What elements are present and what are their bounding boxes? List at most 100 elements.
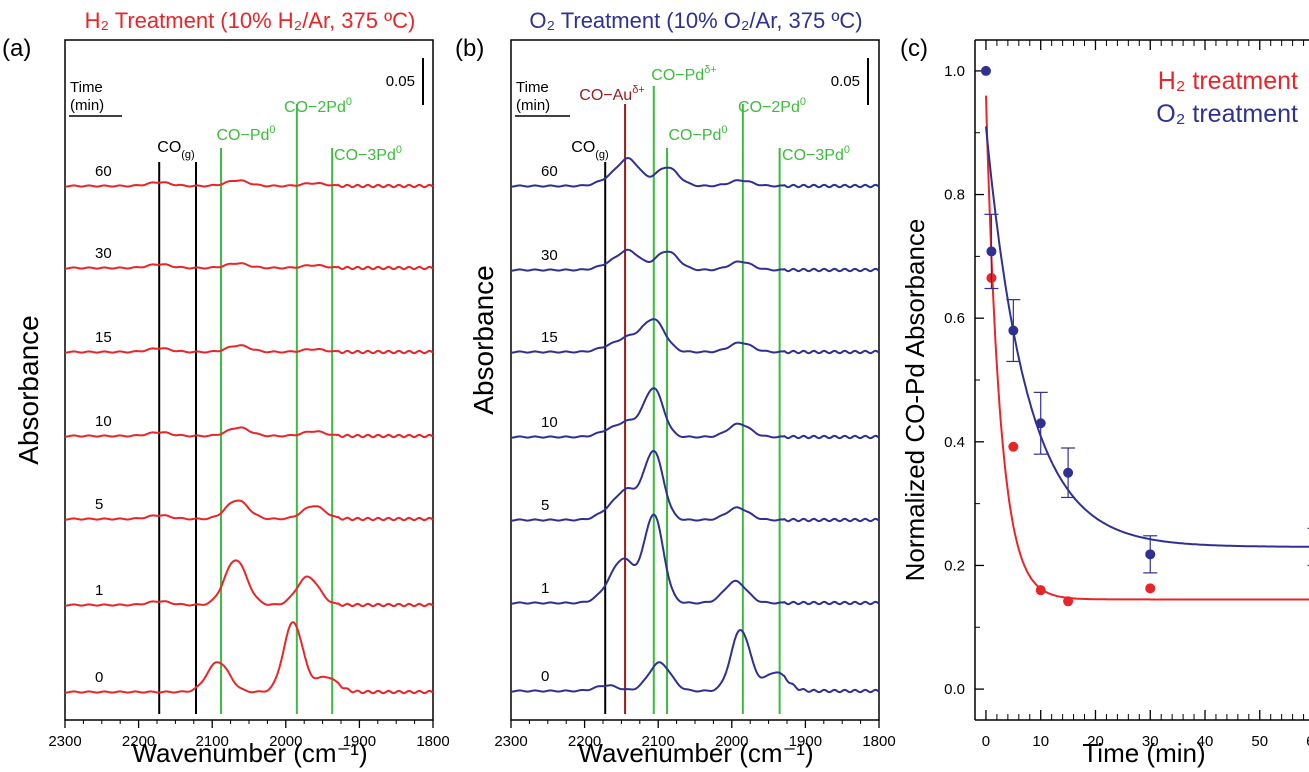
spectrum-30-min xyxy=(64,262,434,271)
x-tick-label: 2300 xyxy=(48,733,81,750)
spectrum-60-min xyxy=(64,179,434,189)
x-tick-label: 60 xyxy=(1306,733,1309,750)
x-tick-label: 20 xyxy=(1087,733,1104,750)
panel-b-title: O₂ Treatment (10% O₂/Ar, 375 ºC) xyxy=(529,8,862,33)
reference-label: CO−Auδ+ xyxy=(579,84,644,104)
spectrum-10-min xyxy=(510,387,880,440)
time-label: 15 xyxy=(95,329,112,346)
panel-c-letter: (c) xyxy=(900,35,928,62)
y-tick-label: 0.8 xyxy=(944,187,965,204)
time-header: Time xyxy=(516,79,549,96)
data-point-o2 xyxy=(1063,467,1074,478)
reference-label: CO−Pd0 xyxy=(668,124,727,144)
legend-o2: O₂ treatment xyxy=(1156,100,1298,128)
x-tick-label: 50 xyxy=(1251,733,1268,750)
panel-c-xlabel: Time (min) xyxy=(1082,738,1205,768)
time-label: 10 xyxy=(95,413,112,430)
time-label: 10 xyxy=(541,414,558,431)
panel-c: (c) Normalized CO-Pd Absorbance Time (mi… xyxy=(900,35,1309,768)
x-tick-label: 2100 xyxy=(196,733,229,750)
x-tick-label: 1900 xyxy=(343,733,376,750)
time-label: 5 xyxy=(95,496,103,513)
data-point-o2 xyxy=(1145,549,1156,560)
x-tick-label: 2100 xyxy=(642,733,675,750)
spectrum-10-min xyxy=(64,426,434,439)
time-label: 15 xyxy=(541,329,558,346)
panel-b-xlabel: Wavenumber (cm⁻¹) xyxy=(578,738,813,768)
panel-b: (b) O₂ Treatment (10% O₂/Ar, 375 ºC) Abs… xyxy=(455,8,896,768)
time-header: Time xyxy=(70,79,103,96)
data-point-o2 xyxy=(980,65,991,76)
x-tick-label: 40 xyxy=(1197,733,1214,750)
reference-label: CO−Pd0 xyxy=(216,124,275,144)
reference-label: CO−2Pd0 xyxy=(284,96,352,116)
x-tick-label: 1800 xyxy=(862,733,895,750)
reference-label: CO(g) xyxy=(157,139,194,161)
panel-b-ylabel: Absorbance xyxy=(468,265,499,414)
spectrum-0-min xyxy=(510,629,880,694)
panel-b-letter: (b) xyxy=(455,35,484,62)
spectrum-15-min xyxy=(64,344,434,355)
spectrum-0-min xyxy=(64,621,434,695)
panel-a-xlabel: Wavenumber (cm⁻¹) xyxy=(132,738,367,768)
time-header-unit: (min) xyxy=(516,97,550,114)
panel-b-plot: 2300 2200 2100 2000 1900 1800 Time(min) 0.05 CO(… xyxy=(494,39,896,750)
panel-c-plot: 0.0 0.2 0.4 0.6 0.8 1.0 0 10 20 30 40 50 60 xyxy=(944,39,1309,750)
time-header-unit: (min) xyxy=(70,97,104,114)
reference-label: CO(g) xyxy=(571,139,608,161)
y-tick-label: 1.0 xyxy=(944,63,965,80)
legend-h2: H₂ treatment xyxy=(1158,67,1298,95)
data-point-o2 xyxy=(1035,418,1046,429)
spectrum-5-min xyxy=(510,449,880,523)
data-point-h2 xyxy=(1145,583,1156,594)
time-label: 5 xyxy=(541,497,549,514)
reference-label: CO−2Pd0 xyxy=(738,96,806,116)
data-point-h2 xyxy=(1035,585,1046,596)
x-tick-label: 1900 xyxy=(789,733,822,750)
spectrum-1-min xyxy=(64,559,434,608)
spectrum-60-min xyxy=(510,156,880,189)
x-tick-label: 10 xyxy=(1032,733,1049,750)
x-tick-label: 2300 xyxy=(494,733,527,750)
time-label: 0 xyxy=(541,668,549,685)
x-tick-label: 2000 xyxy=(715,733,748,750)
time-label: 0 xyxy=(95,669,103,686)
x-tick-label: 2000 xyxy=(269,733,302,750)
panel-a-plot: 2300 2200 2100 2000 1900 1800 Time(min) 0.05 CO(… xyxy=(48,39,450,750)
time-label: 30 xyxy=(95,245,112,262)
fit-curve-o2 xyxy=(985,126,1309,548)
reference-label: CO−Pdδ+ xyxy=(651,64,716,84)
spectrum-1-min xyxy=(510,513,880,606)
reference-label: CO−3Pd0 xyxy=(782,144,850,164)
panel-a-ylabel: Absorbance xyxy=(13,315,44,464)
spectrum-30-min xyxy=(510,248,880,273)
x-tick-label: 2200 xyxy=(122,733,155,750)
x-tick-label: 30 xyxy=(1142,733,1159,750)
panel-a-title: H₂ Treatment (10% H₂/Ar, 375 ºC) xyxy=(85,8,416,33)
reference-label: CO−3Pd0 xyxy=(334,144,402,164)
y-tick-label: 0.0 xyxy=(944,681,965,698)
scale-bar-label: 0.05 xyxy=(386,73,415,90)
scale-bar-label: 0.05 xyxy=(831,73,860,90)
fit-curve-h2 xyxy=(985,95,1309,601)
data-point-h2 xyxy=(1063,596,1074,607)
x-tick-label: 1800 xyxy=(416,733,449,750)
time-label: 30 xyxy=(541,247,558,264)
time-label: 1 xyxy=(95,582,103,599)
spectrum-5-min xyxy=(64,499,434,522)
data-point-h2 xyxy=(1008,441,1019,452)
spectrum-15-min xyxy=(510,318,880,355)
data-point-o2 xyxy=(986,246,997,257)
time-label: 1 xyxy=(541,580,549,597)
data-point-o2 xyxy=(1008,325,1019,336)
x-tick-label: 0 xyxy=(982,733,990,750)
y-tick-label: 0.4 xyxy=(944,434,965,451)
panel-a-letter: (a) xyxy=(2,35,31,62)
y-tick-label: 0.6 xyxy=(944,310,965,327)
panel-a: (a) H₂ Treatment (10% H₂/Ar, 375 ºC) Abs… xyxy=(2,8,450,768)
y-tick-label: 0.2 xyxy=(944,557,965,574)
time-label: 60 xyxy=(541,163,558,180)
time-label: 60 xyxy=(95,163,112,180)
x-tick-label: 2200 xyxy=(568,733,601,750)
